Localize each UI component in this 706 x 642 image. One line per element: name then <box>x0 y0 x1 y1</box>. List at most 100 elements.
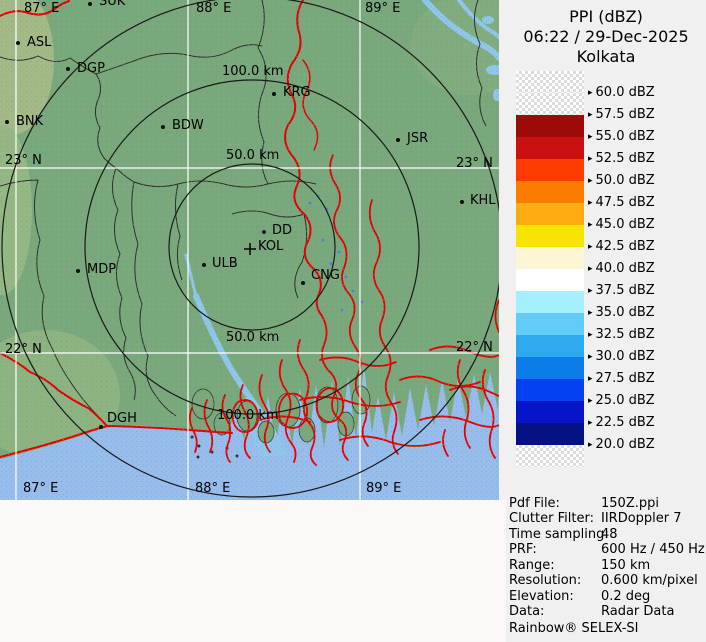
city-label-krg: KRG <box>283 85 311 100</box>
city-label-asl: ASL <box>27 35 52 50</box>
city-marker-suk <box>88 2 92 6</box>
legend-label: ▸ 50.0 dBZ <box>588 173 655 188</box>
panel-header: PPI (dBZ) 06:22 / 29-Dec-2025 Kolkata <box>506 7 706 67</box>
metadata-row: PRF: 600 Hz / 450 Hz <box>509 542 705 557</box>
city-label-dd: DD <box>272 223 293 238</box>
legend-tick-icon: ▸ <box>588 308 593 318</box>
legend-tick-icon: ▸ <box>588 352 593 362</box>
legend-label: ▸ 20.0 dBZ <box>588 437 655 452</box>
range-ring-50km <box>168 163 336 331</box>
legend-label: ▸ 45.0 dBZ <box>588 217 655 232</box>
legend-swatch <box>516 335 584 357</box>
range-ring-150km <box>1 0 499 498</box>
lon-label-87e-top: 87° E <box>24 1 60 16</box>
city-label-mdp: MDP <box>87 262 117 277</box>
ring-label-50km-north: 50.0 km <box>226 148 280 163</box>
legend-label: ▸ 57.5 dBZ <box>588 107 655 122</box>
lat-label-23n-right: 23° N <box>456 156 493 171</box>
legend-swatch <box>516 115 584 137</box>
map-panel-gap <box>499 0 506 500</box>
city-label-dgh: DGH <box>107 411 137 426</box>
legend-tick-icon: ▸ <box>588 286 593 296</box>
legend-label: ▸ 35.0 dBZ <box>588 305 655 320</box>
city-label-kol: KOL <box>258 239 284 254</box>
range-ring-100km <box>84 79 420 415</box>
city-label-dgp: DGP <box>77 61 105 76</box>
lat-label-22n-left: 22° N <box>5 342 42 357</box>
product-title: PPI (dBZ) <box>569 7 643 26</box>
legend-swatch <box>516 423 584 445</box>
legend-label: ▸ 25.0 dBZ <box>588 393 655 408</box>
legend-swatch <box>516 313 584 335</box>
radar-map: SUK ASL DGP BNK BDW KRG JSR KHL DD KOL U… <box>0 0 499 500</box>
legend-swatch <box>516 445 584 467</box>
legend-swatch <box>516 159 584 181</box>
legend-label: ▸ 22.5 dBZ <box>588 415 655 430</box>
lon-label-87e-bottom: 87° E <box>23 481 59 496</box>
metadata-row: Pdf File: 150Z.ppi <box>509 496 659 511</box>
legend-tick-icon: ▸ <box>588 176 593 186</box>
legend-tick-icon: ▸ <box>588 374 593 384</box>
city-marker-jsr <box>396 138 400 142</box>
metadata-row: Elevation: 0.2 deg <box>509 589 651 604</box>
legend-label: ▸ 52.5 dBZ <box>588 151 655 166</box>
legend-swatch <box>516 203 584 225</box>
city-marker-bdw <box>161 125 165 129</box>
scan-datetime: 06:22 / 29-Dec-2025 <box>523 27 689 46</box>
city-label-suk: SUK <box>99 0 126 9</box>
legend-label: ▸ 55.0 dBZ <box>588 129 655 144</box>
ring-label-100km-south: 100.0 km <box>217 408 279 423</box>
legend-swatch <box>516 357 584 379</box>
city-marker-mdp <box>76 269 80 273</box>
radar-map-canvas <box>0 0 499 500</box>
legend-tick-icon: ▸ <box>588 440 593 450</box>
city-marker-khl <box>460 200 464 204</box>
legend-tick-icon: ▸ <box>588 418 593 428</box>
legend-swatch <box>516 291 584 313</box>
metadata-row: Clutter Filter: IIRDoppler 7 <box>509 511 682 526</box>
city-marker-asl <box>16 41 20 45</box>
legend-label: ▸ 47.5 dBZ <box>588 195 655 210</box>
lon-label-89e-bottom: 89° E <box>366 481 402 496</box>
legend-swatch <box>516 269 584 291</box>
legend-swatch <box>516 71 584 93</box>
lon-label-88e-top: 88° E <box>196 1 232 16</box>
radar-site-marker <box>244 243 256 255</box>
legend-label: ▸ 60.0 dBZ <box>588 85 655 100</box>
lat-label-23n-left: 23° N <box>5 153 42 168</box>
city-label-ulb: ULB <box>212 256 238 271</box>
legend-swatch <box>516 137 584 159</box>
lon-label-89e-top: 89° E <box>365 1 401 16</box>
legend-swatch <box>516 93 584 115</box>
station-name: Kolkata <box>576 47 636 66</box>
legend-tick-icon: ▸ <box>588 154 593 164</box>
latlon-grid <box>0 0 499 500</box>
city-marker-dd <box>262 230 266 234</box>
info-panel: PPI (dBZ) 06:22 / 29-Dec-2025 Kolkata ▸ 6… <box>506 0 706 642</box>
city-marker-bnk <box>5 120 9 124</box>
metadata-row: Range: 150 km <box>509 558 651 573</box>
legend-tick-icon: ▸ <box>588 242 593 252</box>
legend-tick-icon: ▸ <box>588 132 593 142</box>
metadata-row: Resolution: 0.600 km/pixel <box>509 573 698 588</box>
city-marker-dgh <box>99 425 103 429</box>
city-label-bdw: BDW <box>172 118 204 133</box>
city-label-cng: CNG <box>311 268 340 283</box>
lat-label-22n-right: 22° N <box>456 340 493 355</box>
legend-label: ▸ 32.5 dBZ <box>588 327 655 342</box>
legend-tick-icon: ▸ <box>588 396 593 406</box>
legend-label: ▸ 27.5 dBZ <box>588 371 655 386</box>
metadata-row: Time sampling: 48 <box>509 527 618 542</box>
city-marker-cng <box>301 281 305 285</box>
legend-swatch <box>516 401 584 423</box>
ring-label-100km-north: 100.0 km <box>222 64 284 79</box>
metadata-row: Data: Radar Data <box>509 604 675 619</box>
city-label-bnk: BNK <box>16 114 44 129</box>
legend-label: ▸ 42.5 dBZ <box>588 239 655 254</box>
legend-tick-icon: ▸ <box>588 110 593 120</box>
software-branding: Rainbow® SELEX-SI <box>509 621 639 636</box>
city-marker-ulb <box>202 263 206 267</box>
legend-tick-icon: ▸ <box>588 88 593 98</box>
city-marker-dgp <box>66 67 70 71</box>
city-marker-krg <box>272 92 276 96</box>
